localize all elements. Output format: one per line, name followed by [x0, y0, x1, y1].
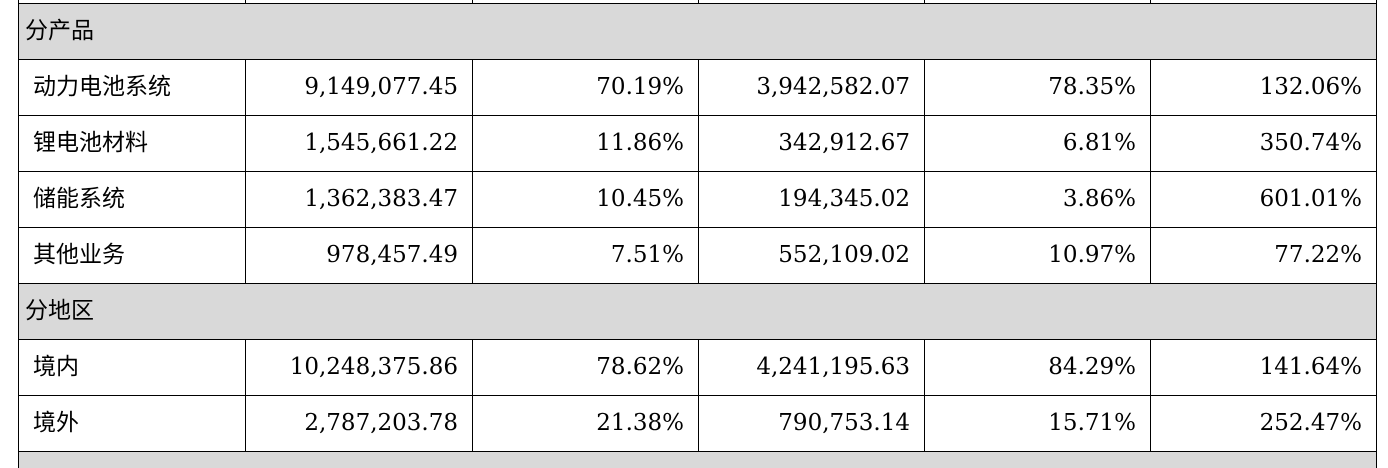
growth-cell: 350.74% [1150, 115, 1377, 172]
row-label: 其他业务 [18, 227, 246, 284]
revenue-share-cell: 7.51% [472, 227, 699, 284]
prior-share-cell: 78.35% [924, 59, 1151, 116]
growth-cell: 132.06% [1150, 59, 1377, 116]
prior-revenue-cell: 3,942,582.07 [698, 59, 925, 116]
section-title: 分地区 [18, 283, 1377, 340]
revenue-cell: 2,787,203.78 [245, 395, 473, 452]
section-header-row: 分产品 [18, 3, 1377, 60]
revenue-cell: 10,248,375.86 [245, 339, 473, 396]
bottom-partial-row [18, 451, 1377, 468]
row-label: 储能系统 [18, 171, 246, 228]
table-row: 储能系统 1,362,383.47 10.45% 194,345.02 3.86… [18, 171, 1377, 228]
revenue-breakdown-table: 分产品 动力电池系统 9,149,077.45 70.19% 3,942,582… [18, 0, 1377, 468]
table-row: 其他业务 978,457.49 7.51% 552,109.02 10.97% … [18, 227, 1377, 284]
revenue-cell: 1,362,383.47 [245, 171, 473, 228]
revenue-cell: 978,457.49 [245, 227, 473, 284]
growth-cell: 601.01% [1150, 171, 1377, 228]
prior-share-cell: 6.81% [924, 115, 1151, 172]
growth-cell: 141.64% [1150, 339, 1377, 396]
revenue-share-cell: 11.86% [472, 115, 699, 172]
revenue-share-cell: 78.62% [472, 339, 699, 396]
row-label: 锂电池材料 [18, 115, 246, 172]
revenue-share-cell: 10.45% [472, 171, 699, 228]
table-row: 动力电池系统 9,149,077.45 70.19% 3,942,582.07 … [18, 59, 1377, 116]
revenue-cell: 1,545,661.22 [245, 115, 473, 172]
table-row: 境外 2,787,203.78 21.38% 790,753.14 15.71%… [18, 395, 1377, 452]
row-label: 动力电池系统 [18, 59, 246, 116]
prior-revenue-cell: 790,753.14 [698, 395, 925, 452]
row-label: 境外 [18, 395, 246, 452]
growth-cell: 77.22% [1150, 227, 1377, 284]
prior-share-cell: 10.97% [924, 227, 1151, 284]
prior-revenue-cell: 342,912.67 [698, 115, 925, 172]
prior-share-cell: 15.71% [924, 395, 1151, 452]
row-label: 境内 [18, 339, 246, 396]
section-header-row: 分地区 [18, 283, 1377, 340]
revenue-cell: 9,149,077.45 [245, 59, 473, 116]
prior-revenue-cell: 194,345.02 [698, 171, 925, 228]
prior-revenue-cell: 4,241,195.63 [698, 339, 925, 396]
table-row: 境内 10,248,375.86 78.62% 4,241,195.63 84.… [18, 339, 1377, 396]
prior-revenue-cell: 552,109.02 [698, 227, 925, 284]
table-row: 锂电池材料 1,545,661.22 11.86% 342,912.67 6.8… [18, 115, 1377, 172]
prior-share-cell: 84.29% [924, 339, 1151, 396]
section-title: 分产品 [18, 3, 1377, 60]
growth-cell: 252.47% [1150, 395, 1377, 452]
revenue-share-cell: 21.38% [472, 395, 699, 452]
revenue-share-cell: 70.19% [472, 59, 699, 116]
prior-share-cell: 3.86% [924, 171, 1151, 228]
